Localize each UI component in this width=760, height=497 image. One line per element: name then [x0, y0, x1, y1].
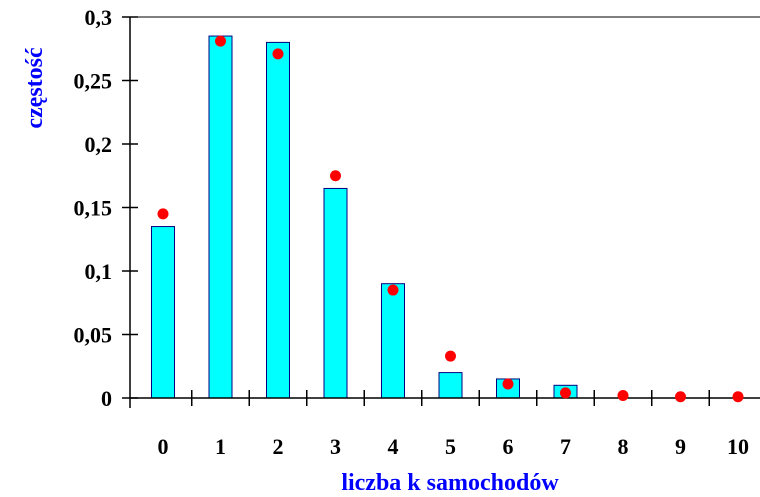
data-point [215, 35, 226, 47]
points-layer [157, 35, 744, 403]
bar [438, 372, 463, 399]
x-tick-label: 2 [273, 434, 284, 459]
bars-layer [151, 35, 578, 399]
y-tick-label: 0,05 [74, 323, 113, 348]
data-point [445, 350, 456, 362]
x-tick-label: 3 [330, 434, 341, 459]
data-point [732, 391, 744, 403]
y-tick-label: 0 [101, 386, 112, 411]
data-point [617, 389, 629, 401]
x-tick-label: 10 [727, 434, 749, 459]
data-point [387, 284, 399, 296]
data-point [560, 387, 571, 399]
bar [266, 41, 290, 399]
x-tick-label: 1 [215, 434, 226, 459]
data-point [675, 391, 686, 403]
bar [323, 187, 348, 399]
y-tick-label: 0,3 [85, 5, 113, 30]
data-point [502, 378, 514, 390]
x-tick-label: 7 [560, 434, 571, 459]
y-tick-label: 0,2 [85, 132, 113, 157]
data-point [157, 208, 169, 220]
data-point [330, 170, 341, 182]
x-tick-label: 8 [618, 434, 629, 459]
bar [151, 226, 175, 399]
x-tick-label: 5 [445, 434, 456, 459]
y-tick-label: 0,1 [85, 259, 113, 284]
data-point [272, 48, 284, 60]
axes-layer [122, 16, 760, 408]
x-tick-label: 0 [158, 434, 169, 459]
x-axis-title: liczba k samochodów [341, 470, 559, 496]
x-tick-label: 9 [675, 434, 686, 459]
y-tick-label: 0,25 [74, 69, 113, 94]
bar [381, 283, 405, 399]
bar [208, 35, 233, 399]
y-axis-title: częstość [22, 47, 48, 129]
x-tick-label: 4 [388, 434, 399, 459]
y-tick-label: 0,15 [74, 196, 113, 221]
x-tick-label: 6 [503, 434, 514, 459]
tick-labels-layer: 0 0,05 0,1 0,15 0,2 0,25 0,3 0 1 2 3 4 5 6 7 8 9 10 [74, 5, 750, 459]
